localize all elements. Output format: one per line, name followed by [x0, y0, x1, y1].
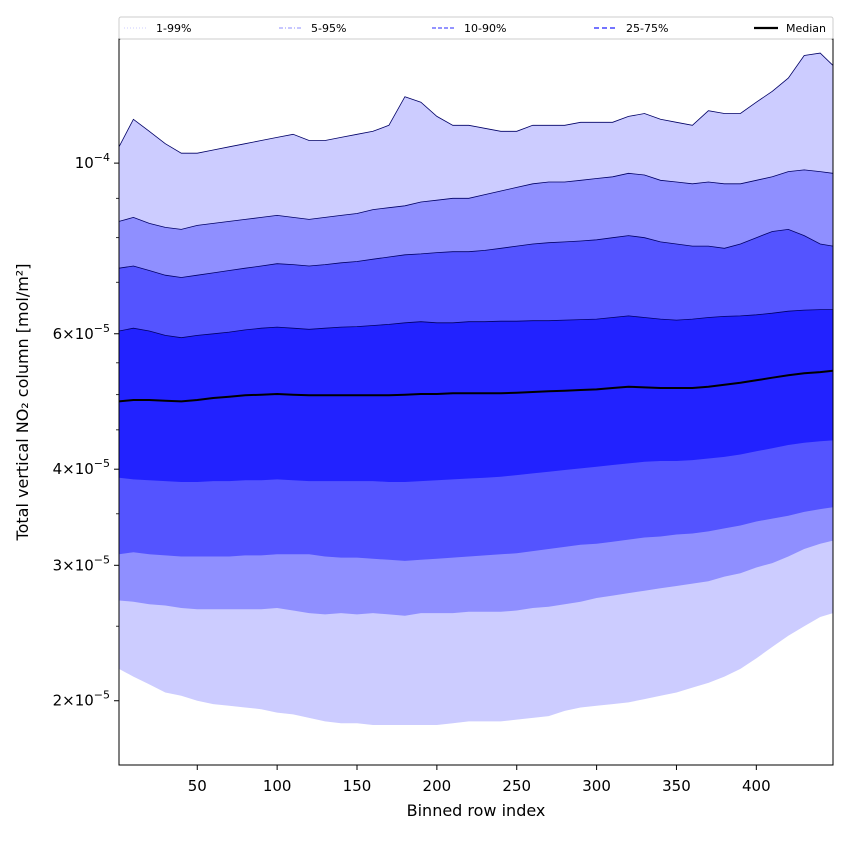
y-axis-label: Total vertical NO₂ column [mol/m²]: [13, 264, 32, 542]
band-25-75%: [119, 309, 833, 482]
x-tick-label: 300: [582, 777, 611, 795]
legend-frame: [118, 16, 834, 40]
x-axis-label: Binned row index: [407, 801, 546, 820]
y-tick-label: 10−4: [75, 151, 110, 172]
y-tick-label: 3×10−5: [53, 553, 110, 574]
y-tick-label: 6×10−5: [53, 322, 110, 343]
x-tick-label: 350: [662, 777, 691, 795]
x-tick-label: 200: [423, 777, 452, 795]
legend-label: Median: [786, 22, 826, 35]
y-tick-label: 4×10−5: [53, 457, 110, 478]
x-tick-label: 250: [502, 777, 531, 795]
band-upper-edge-25-75%: [119, 309, 833, 339]
x-tick-label: 50: [188, 777, 207, 795]
legend-label: 25-75%: [626, 22, 668, 35]
band-upper-edge-5-95%: [119, 169, 833, 230]
y-axis: 2×10−5 3×10−5 4×10−5 6×10−5 10−4: [53, 151, 119, 710]
legend-label: 5-95%: [311, 22, 346, 35]
legend-label: 1-99%: [156, 22, 191, 35]
band-upper-edge-1-99%: [119, 52, 833, 154]
x-axis: 50 100 150 200 250 300 350 400: [188, 765, 771, 795]
legend-label: 10-90%: [464, 22, 506, 35]
legend: 1-99% 5-95% 10-90% 25-75% Median: [118, 16, 834, 40]
median-line: [119, 369, 833, 403]
x-tick-label: 100: [263, 777, 292, 795]
y-tick-label: 2×10−5: [53, 689, 110, 710]
x-tick-label: 400: [742, 777, 771, 795]
percentile-bands: [119, 53, 833, 726]
x-tick-label: 150: [343, 777, 372, 795]
band-upper-edge-10-90%: [119, 228, 833, 278]
median-layer: [119, 369, 833, 403]
band-edges: [119, 52, 833, 339]
